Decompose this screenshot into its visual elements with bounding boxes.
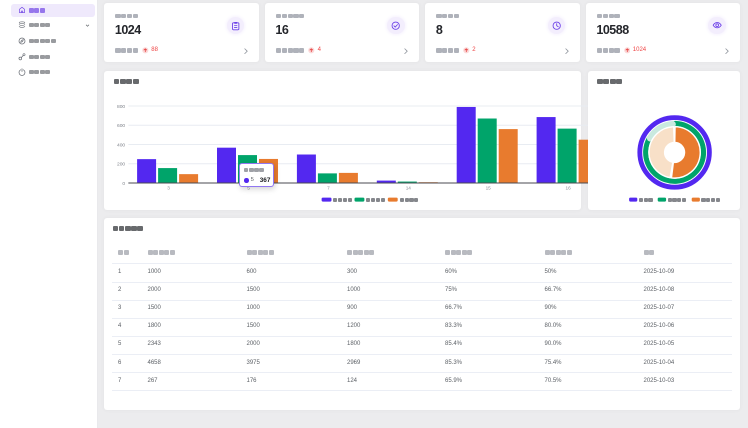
- svg-text:16: 16: [565, 185, 571, 190]
- svg-text:800: 800: [117, 104, 125, 110]
- svg-text:14: 14: [406, 185, 412, 190]
- svg-text:3: 3: [167, 185, 170, 190]
- svg-text:400: 400: [117, 142, 125, 148]
- svg-text:15: 15: [486, 185, 492, 190]
- svg-text:0: 0: [122, 181, 125, 187]
- svg-text:7: 7: [327, 185, 330, 190]
- svg-text:200: 200: [117, 162, 125, 168]
- svg-text:5: 5: [247, 185, 250, 190]
- svg-text:600: 600: [117, 123, 125, 129]
